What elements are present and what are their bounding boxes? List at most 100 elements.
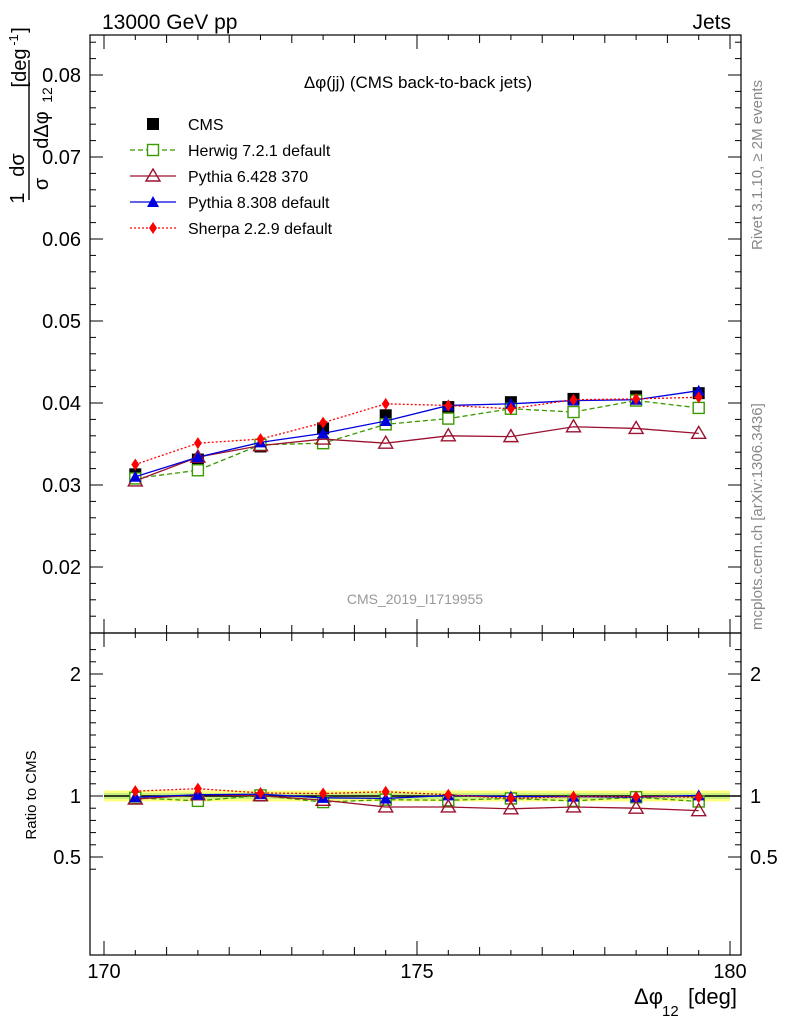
data-point	[565, 418, 582, 433]
y-tick-label-right: 0.5	[750, 847, 778, 869]
panel-frame	[89, 632, 742, 956]
data-point	[193, 782, 202, 795]
ratio-plot-panel: 0.5 1 2 0.5 1 2 170 175 180	[53, 632, 778, 983]
data-point	[147, 118, 159, 130]
y-tick-label: 0.08	[42, 65, 81, 87]
y-tick-label: 0.02	[42, 557, 81, 579]
legend-entry-cms: CMS	[147, 117, 224, 134]
y-tick-label: 1	[70, 786, 81, 808]
plot-title: Δφ(jj) (CMS back-to-back jets)	[304, 73, 532, 92]
series-line-herwig	[135, 794, 699, 803]
data-point	[147, 196, 159, 207]
data-point	[632, 790, 641, 803]
data-point	[694, 791, 703, 804]
y-tick-label: 0.05	[42, 311, 81, 333]
series-line-pythia8	[135, 390, 699, 478]
x-tick-label: 175	[400, 961, 433, 983]
svg-text:Δφ: Δφ	[634, 984, 663, 1009]
legend-label: Pythia 6.428 370	[188, 169, 308, 186]
data-point	[694, 391, 703, 404]
mcplots-label: mcplots.cern.ch [arXiv:1306.3436]	[749, 403, 766, 630]
svg-text:]: ]	[9, 27, 31, 33]
legend-entry-pythia6: Pythia 6.428 370	[130, 167, 308, 186]
data-point	[319, 416, 328, 429]
data-point	[444, 399, 453, 412]
data-point	[442, 412, 455, 425]
data-point	[193, 437, 202, 450]
data-point	[379, 792, 392, 804]
main-y-axis-label: dσ 1 σ dΔφ 12 [deg -1 ]	[6, 27, 55, 203]
data-point	[565, 798, 582, 813]
data-point	[569, 790, 578, 803]
data-point	[440, 427, 457, 442]
data-point	[256, 786, 265, 799]
series-line-herwig	[135, 399, 699, 480]
data-point	[379, 415, 392, 427]
legend-entry-herwig: Herwig 7.2.1 default	[130, 143, 331, 160]
y-tick-label: 0.04	[42, 393, 81, 415]
svg-text:1: 1	[7, 192, 29, 203]
data-point	[144, 167, 162, 182]
x-tick-label: 180	[713, 961, 746, 983]
legend-label: Sherpa 2.2.9 default	[188, 221, 333, 238]
y-tick-label: 0.5	[53, 847, 81, 869]
data-point	[131, 785, 140, 798]
data-point	[632, 392, 641, 405]
svg-text:[deg: [deg	[9, 49, 31, 88]
legend-entry-pythia8: Pythia 8.308 default	[130, 195, 330, 212]
x-axis-label: Δφ 12 [deg]	[634, 984, 737, 1020]
data-point	[569, 393, 578, 406]
data-point	[191, 451, 204, 463]
svg-text:12: 12	[662, 1003, 679, 1020]
legend-label: Pythia 8.308 default	[188, 195, 330, 212]
data-point	[317, 427, 330, 439]
legend-label: Herwig 7.2.1 default	[188, 143, 331, 160]
series-line-sherpa	[135, 788, 699, 800]
series-line-pythia6	[135, 794, 699, 812]
data-point	[377, 798, 394, 813]
data-point	[440, 798, 457, 813]
svg-text:[deg]: [deg]	[688, 984, 737, 1009]
svg-text:-1: -1	[6, 34, 21, 46]
data-point	[319, 787, 328, 800]
data-point	[506, 402, 515, 415]
data-point	[502, 800, 520, 815]
svg-text:12: 12	[39, 87, 55, 103]
y-tick-label: 0.03	[42, 475, 81, 497]
x-tick-label: 170	[87, 961, 120, 983]
svg-text:σ: σ	[31, 177, 53, 190]
y-tick-label-right: 1	[750, 786, 761, 808]
header-right: Jets	[692, 11, 731, 34]
main-plot-panel: 0.02 0.03 0.04 0.05 0.06 0.07 0.08 CMS Herwig 7.…	[42, 34, 742, 634]
data-point	[506, 792, 515, 805]
data-point	[149, 222, 157, 234]
data-point	[377, 434, 394, 449]
data-point	[502, 428, 520, 443]
data-point	[129, 470, 142, 482]
series-line-sherpa	[135, 396, 699, 466]
series-line-pythia6	[135, 426, 699, 482]
data-point	[627, 799, 645, 814]
y-tick-label-right: 2	[750, 664, 761, 686]
data-point	[381, 397, 390, 410]
svg-text:dΔφ: dΔφ	[31, 111, 53, 148]
watermark: CMS_2019_I1719955	[347, 591, 483, 607]
data-point	[131, 458, 140, 471]
data-point	[692, 401, 705, 415]
legend: CMS Herwig 7.2.1 default Pythia 6.428 370 P…	[130, 117, 333, 238]
legend-entry-sherpa: Sherpa 2.2.9 default	[130, 221, 333, 238]
legend-label: CMS	[188, 117, 224, 134]
ratio-y-axis-label: Ratio to CMS	[23, 750, 40, 839]
data-point	[146, 143, 160, 157]
data-point	[690, 424, 707, 440]
data-point	[256, 433, 265, 446]
y-tick-label: 0.07	[42, 147, 81, 169]
data-point	[567, 405, 580, 419]
data-point	[627, 420, 645, 435]
data-point	[191, 464, 205, 477]
header-left: 13000 GeV pp	[102, 11, 237, 34]
data-point	[381, 785, 390, 798]
data-point	[690, 802, 707, 817]
data-point	[692, 384, 705, 396]
